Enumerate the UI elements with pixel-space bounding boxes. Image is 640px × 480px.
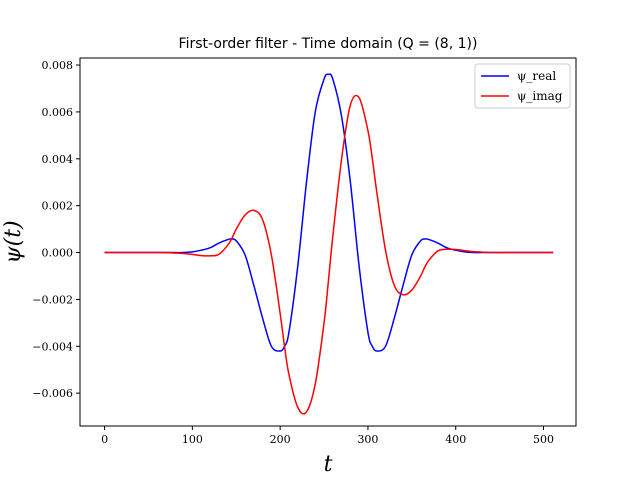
x-tick-label: 500 [533,433,554,446]
legend: ψ_real ψ_imag [474,63,571,109]
y-axis: −0.006 −0.004 −0.002 0.000 0.002 0.004 0.006 0.… [32,59,80,400]
y-tick-label: 0.006 [42,106,74,119]
series-line-imag [104,94,554,415]
y-axis-label: ψ(t) [1,220,26,263]
legend-entry: ψ_real [517,69,556,83]
y-tick-label: 0.002 [42,200,74,213]
x-axis-label: t [324,452,333,477]
chart-title: First-order filter - Time domain (Q = (8… [179,36,478,52]
y-tick-label: 0.008 [42,59,74,72]
y-tick-label: −0.002 [32,293,73,306]
x-tick-label: 200 [270,433,291,446]
y-tick-label: −0.004 [32,340,73,353]
x-tick-label: 400 [445,433,466,446]
x-tick-label: 100 [182,433,203,446]
series-layer [104,73,554,415]
y-tick-label: 0.000 [42,247,74,260]
y-tick-label: −0.006 [32,387,73,400]
series-line-real [104,73,554,352]
legend-box [474,63,571,109]
x-axis: 0 100 200 300 400 500 [101,426,554,446]
plot-frame [79,57,577,427]
x-tick-label: 0 [101,433,108,446]
x-tick-label: 300 [357,433,378,446]
legend-entry: ψ_imag [517,89,563,103]
y-tick-label: 0.004 [42,153,74,166]
